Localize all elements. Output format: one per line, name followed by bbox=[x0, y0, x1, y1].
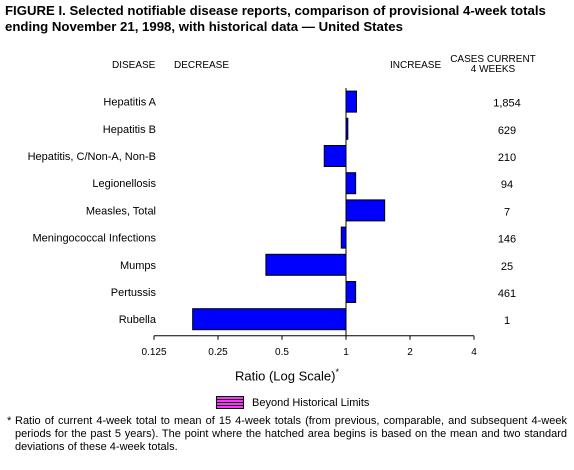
cases-count-legionellosis: 94 bbox=[501, 179, 513, 191]
cases-count-rubella: 1 bbox=[504, 315, 510, 327]
bar-measles-total bbox=[345, 199, 386, 222]
x-tick-label: 4 bbox=[471, 347, 477, 358]
bar-hepatitis-c-non-a-non-b bbox=[323, 145, 347, 167]
category-label-mumps: Mumps bbox=[120, 260, 157, 272]
decrease-header: DECREASE bbox=[174, 60, 230, 71]
legend-swatch bbox=[216, 396, 244, 409]
x-tick-label: 0.5 bbox=[275, 347, 289, 358]
footnote: * Ratio of current 4-week total to mean … bbox=[7, 415, 567, 454]
category-label-measles-total: Measles, Total bbox=[86, 205, 156, 217]
category-label-meningococcal-infections: Meningococcal Infections bbox=[32, 233, 156, 245]
category-label-hepatitis-b: Hepatitis B bbox=[103, 124, 156, 136]
bar-legionellosis bbox=[345, 172, 357, 195]
legend-label: Beyond Historical Limits bbox=[252, 396, 370, 409]
x-tick-label: 1 bbox=[343, 347, 349, 358]
bar-meningococcal-infections bbox=[340, 226, 347, 249]
bar-mumps bbox=[265, 253, 347, 276]
cases-count-measles-total: 7 bbox=[504, 206, 510, 218]
cases-header-line1: CASES CURRENT bbox=[450, 54, 536, 65]
x-axis-label: Ratio (Log Scale)* bbox=[0, 367, 574, 383]
cases-count-hepatitis-a: 1,854 bbox=[493, 98, 521, 110]
category-label-legionellosis: Legionellosis bbox=[92, 178, 156, 190]
bar-pertussis bbox=[345, 281, 357, 303]
category-label-hepatitis-a: Hepatitis A bbox=[103, 97, 156, 109]
category-label-rubella: Rubella bbox=[119, 314, 157, 326]
cases-count-hepatitis-c-non-a-non-b: 210 bbox=[498, 152, 516, 164]
x-axis-label-mark: * bbox=[335, 367, 339, 377]
cases-header-line2: 4 WEEKS bbox=[470, 64, 516, 75]
disease-header: DISEASE bbox=[112, 60, 156, 71]
x-tick-label: 2 bbox=[407, 347, 413, 358]
cases-count-hepatitis-b: 629 bbox=[498, 125, 516, 137]
bar-rubella bbox=[192, 308, 347, 331]
cases-count-pertussis: 461 bbox=[498, 288, 516, 300]
legend: Beyond Historical Limits bbox=[216, 396, 369, 409]
footnote-mark: * bbox=[7, 415, 12, 427]
bar-hepatitis-a bbox=[345, 90, 357, 113]
figure-title: FIGURE I. Selected notifiable disease re… bbox=[5, 3, 546, 34]
cases-count-meningococcal-infections: 146 bbox=[498, 234, 516, 246]
category-label-pertussis: Pertussis bbox=[111, 287, 157, 299]
footnote-text: Ratio of current 4-week total to mean of… bbox=[15, 415, 567, 453]
cases-count-mumps: 25 bbox=[501, 261, 513, 273]
x-tick-label: 0.125 bbox=[141, 347, 166, 358]
x-tick-label: 0.25 bbox=[208, 347, 228, 358]
category-label-hepatitis-c-non-a-non-b: Hepatitis, C/Non-A, Non-B bbox=[28, 151, 156, 163]
x-axis-label-text: Ratio (Log Scale) bbox=[235, 368, 336, 384]
increase-header: INCREASE bbox=[390, 60, 442, 71]
